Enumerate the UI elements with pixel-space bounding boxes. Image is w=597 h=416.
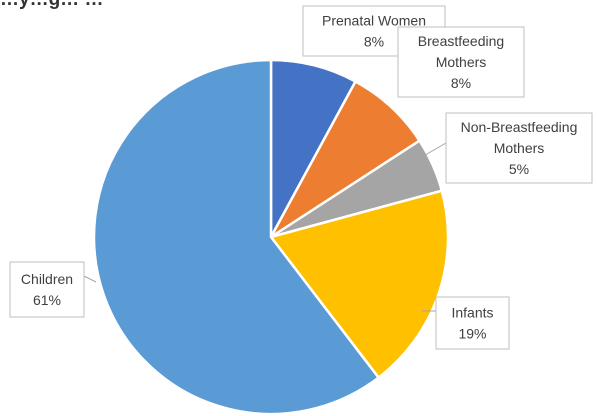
label-value: 19% — [458, 326, 486, 342]
label-category: Mothers — [436, 54, 487, 70]
label-value: 5% — [509, 161, 529, 177]
data-label-non-breastfeeding-mothers: Non-Breastfeeding Mothers 5% — [419, 112, 593, 184]
label-text: Infants 19% — [451, 305, 493, 342]
label-box — [9, 261, 85, 318]
label-text: Breastfeeding Mothers 8% — [418, 33, 504, 91]
label-category: Infants — [451, 305, 493, 321]
label-text: Children 61% — [21, 271, 73, 308]
label-box — [445, 112, 593, 184]
label-category: Mothers — [494, 140, 545, 156]
chart-title-group: …y…g… … — [0, 0, 103, 10]
label-category: Prenatal Women — [322, 13, 426, 29]
data-label-breastfeeding-mothers: Breastfeeding Mothers 8% — [397, 26, 525, 98]
label-category: Non-Breastfeeding — [461, 119, 578, 135]
pie-slice-children — [92, 58, 381, 416]
data-labels: Prenatal Women 8% Breastfeeding Mothers 8% No… — [9, 5, 593, 350]
label-value: 8% — [364, 34, 384, 50]
data-label-children: Children 61% — [9, 261, 97, 318]
chart-title: …y…g… … — [0, 0, 103, 10]
label-text: Non-Breastfeeding Mothers 5% — [461, 119, 578, 177]
pie-slice-infants — [268, 189, 450, 380]
label-value: 61% — [33, 292, 61, 308]
label-category: Children — [21, 271, 73, 287]
label-box — [435, 296, 510, 350]
label-value: 8% — [451, 75, 471, 91]
data-label-infants: Infants 19% — [422, 296, 510, 350]
leader-line — [83, 275, 97, 283]
leader-line — [419, 142, 447, 159]
label-category: Breastfeeding — [418, 33, 504, 49]
label-text: Prenatal Women 8% — [322, 13, 426, 50]
pie-slices — [92, 58, 450, 416]
label-box — [397, 26, 525, 98]
